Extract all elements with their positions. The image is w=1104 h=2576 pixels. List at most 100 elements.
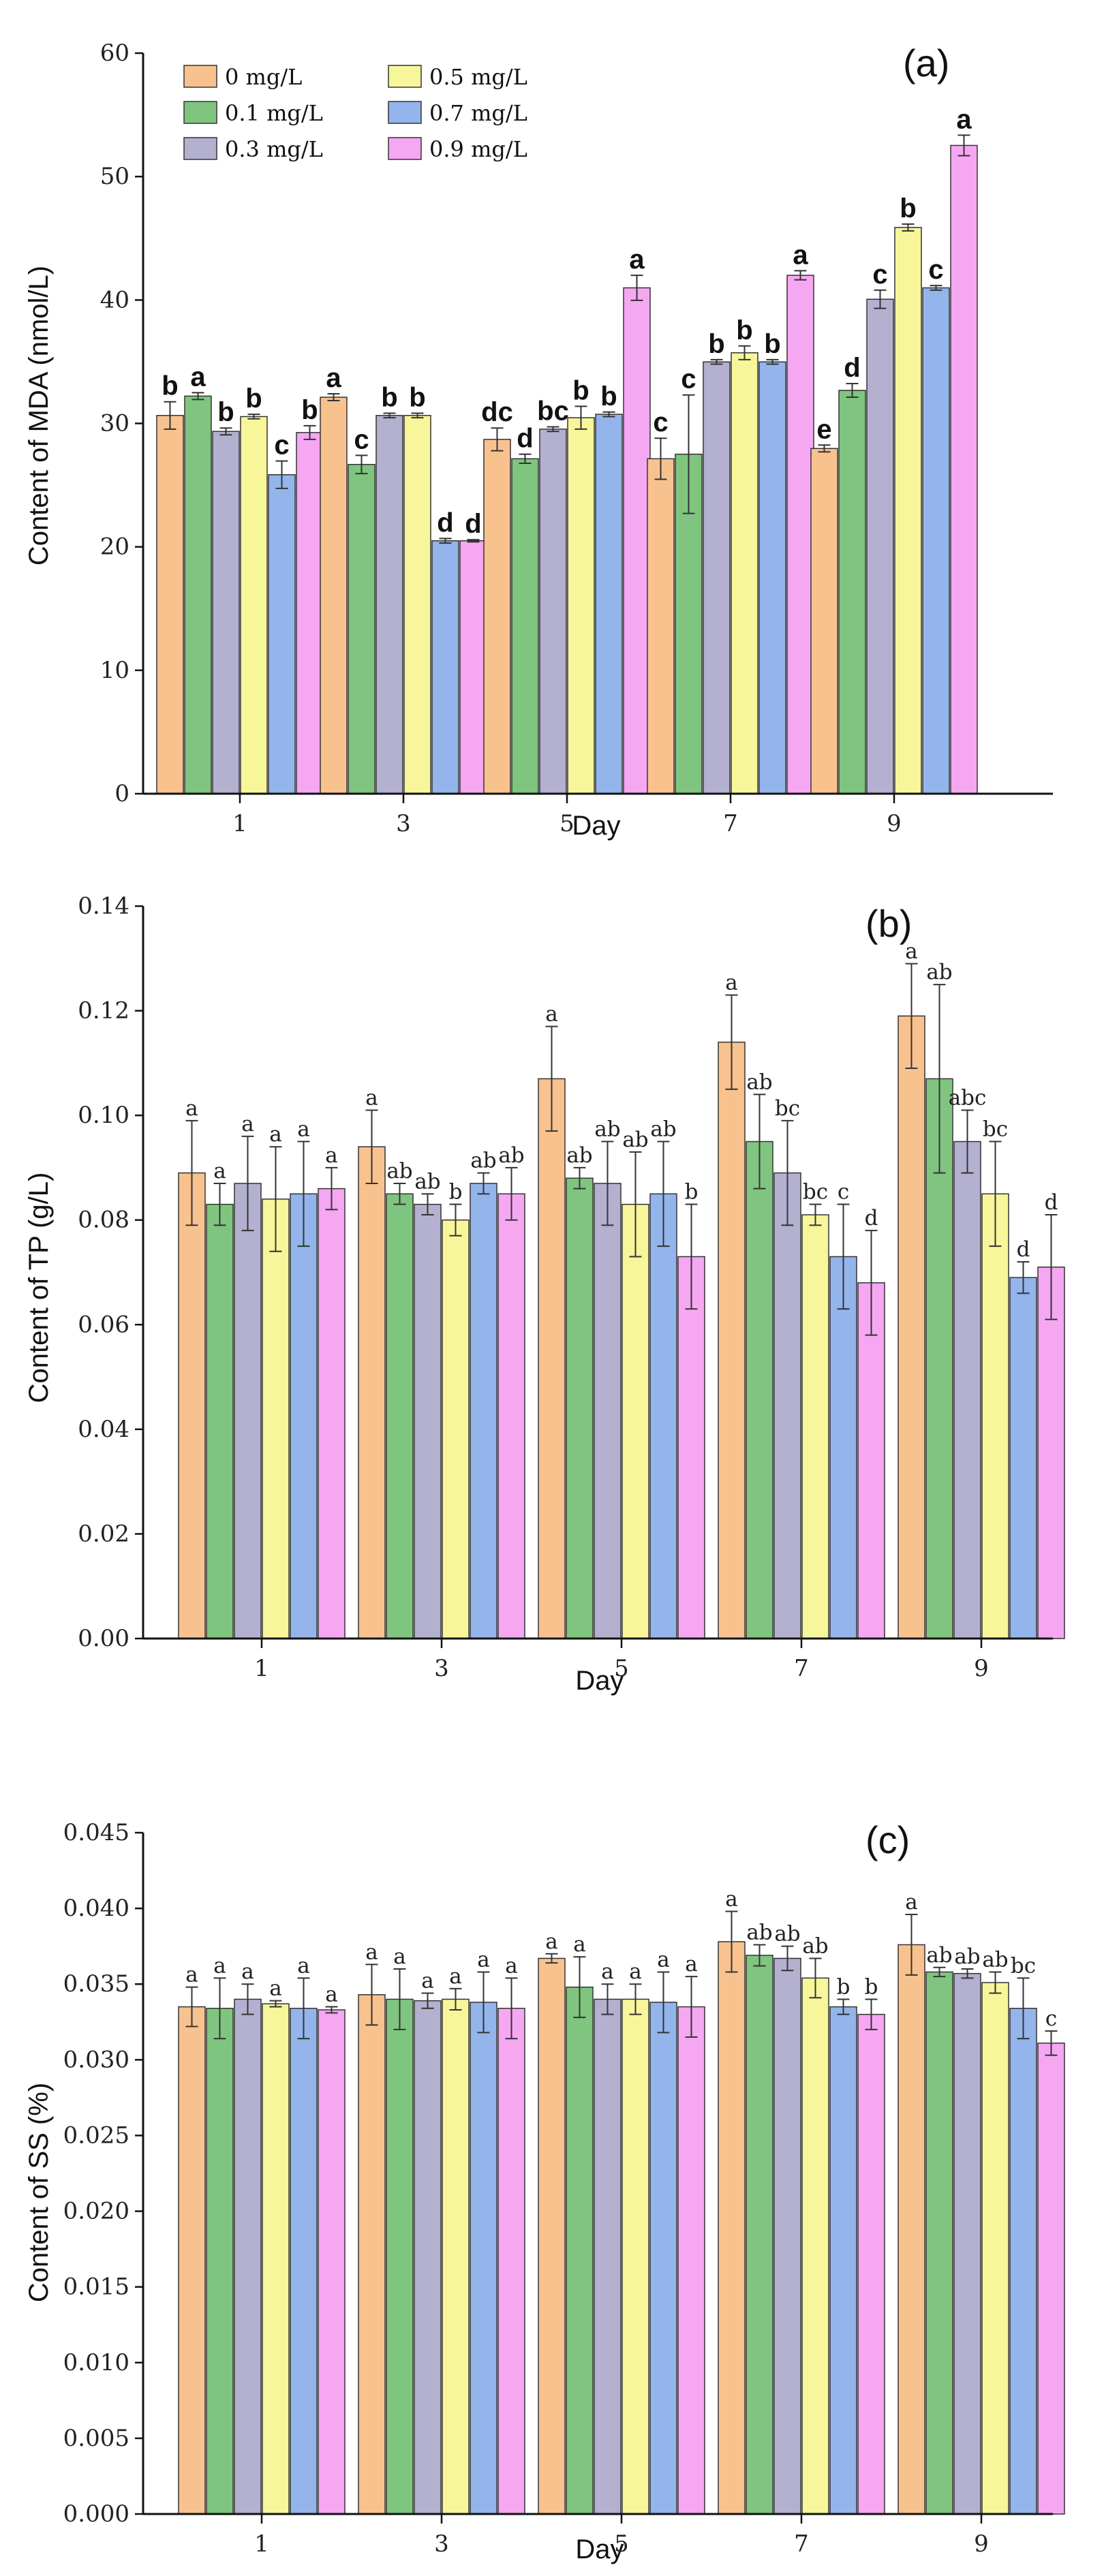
y-tick-label: 0.04	[78, 1416, 129, 1443]
bar-b-day5-s3	[622, 1203, 649, 1639]
y-tick-label: 0.005	[63, 2425, 129, 2452]
significance-letter: bc	[537, 397, 569, 426]
bar-c-day5-s1	[566, 1986, 594, 2515]
significance-letter: bc	[803, 1180, 828, 1205]
x-tick-label: 7	[794, 1655, 809, 1682]
panel-label-c: (c)	[865, 1818, 910, 1861]
y-axis-title-c: Content of SS (%)	[24, 2083, 54, 2302]
significance-letter: ab	[650, 1117, 676, 1142]
y-tick-label: 0.035	[63, 1970, 129, 1998]
bar-b-day7-s3	[801, 1214, 829, 1639]
bar-c-day3-s2	[414, 2000, 442, 2515]
significance-letter: b	[900, 193, 916, 223]
bar-b-day7-s0	[718, 1041, 746, 1639]
legend-swatch-3	[388, 65, 422, 88]
x-tick-label: 9	[974, 1655, 989, 1682]
significance-letter: a	[793, 240, 808, 270]
legend-label-4: 0.7 mg/L	[429, 100, 527, 126]
bar-c-day7-s0	[718, 1941, 746, 2515]
significance-letter: a	[545, 1002, 557, 1027]
bar-a-day3-s2	[375, 415, 403, 794]
bar-c-day7-s5	[857, 2013, 885, 2515]
significance-letter: b	[837, 1974, 850, 1999]
bar-c-day7-s3	[801, 1977, 829, 2515]
y-tick-label: 0.000	[63, 2500, 129, 2528]
bar-b-day5-s5	[677, 1256, 705, 1639]
bar-c-day5-s3	[622, 1998, 649, 2515]
significance-letter: b	[572, 375, 589, 405]
x-tick-label: 9	[887, 810, 902, 837]
legend-label-0: 0 mg/L	[225, 64, 302, 90]
bar-c-day3-s5	[497, 2008, 525, 2515]
y-tick-label: 0.06	[78, 1311, 129, 1338]
significance-letter: ab	[926, 960, 952, 984]
bar-c-day9-s3	[981, 1982, 1009, 2515]
significance-letter: d	[465, 509, 481, 539]
significance-letter: b	[736, 315, 752, 345]
legend-swatch-5	[388, 137, 422, 160]
chart-panel-c: (c) Content of SS (%) Day 0.000 0.005 0.01…	[24, 1818, 1065, 2564]
bar-a-day3-s1	[348, 463, 375, 794]
significance-letter: c	[653, 407, 668, 437]
significance-letter: d	[844, 353, 860, 383]
bar-a-day3-s3	[403, 415, 431, 794]
significance-letter: a	[477, 1947, 489, 1972]
significance-letter: ab	[802, 1934, 828, 1958]
y-tick-label: 0.08	[78, 1207, 129, 1234]
significance-letter: b	[685, 1180, 699, 1205]
bar-a-day5-s3	[567, 417, 595, 794]
significance-letter: ab	[982, 1947, 1008, 1972]
bar-b-day3-s1	[386, 1193, 414, 1639]
bar-c-day3-s0	[358, 1994, 386, 2515]
panel-label-a: (a)	[903, 42, 949, 84]
bar-c-day5-s4	[649, 2002, 677, 2515]
x-axis-title-a: Day	[572, 811, 620, 841]
significance-letter: ab	[622, 1128, 648, 1152]
significance-letter: dc	[481, 397, 513, 427]
significance-letter: a	[905, 1890, 917, 1914]
significance-letter: ab	[774, 1922, 800, 1946]
bar-b-day1-s4	[290, 1193, 318, 1639]
y-tick-label: 60	[100, 40, 129, 67]
bar-a-day5-s1	[511, 458, 539, 794]
significance-letter: a	[326, 363, 341, 393]
significance-letter: ab	[926, 1943, 952, 1968]
y-axis-title-a: Content of MDA (nmol/L)	[24, 266, 54, 565]
bar-c-day1-s0	[178, 2006, 206, 2515]
bar-a-day7-s3	[731, 352, 758, 794]
significance-letter: a	[545, 1929, 557, 1954]
significance-letter: c	[681, 364, 696, 394]
bar-b-day3-s2	[414, 1203, 442, 1639]
bar-a-day9-s3	[894, 227, 922, 794]
bar-c-day9-s4	[1009, 2008, 1037, 2515]
significance-letter: bc	[775, 1096, 800, 1121]
bar-c-day9-s1	[925, 1971, 953, 2515]
bar-b-day5-s1	[566, 1177, 594, 1639]
significance-letter: a	[297, 1117, 309, 1142]
bar-a-day1-s3	[240, 416, 268, 794]
significance-letter: a	[269, 1122, 281, 1147]
y-tick-label: 0.14	[78, 893, 129, 920]
x-tick-label: 3	[434, 2530, 449, 2558]
significance-letter: ab	[498, 1143, 524, 1168]
bar-a-day7-s5	[786, 275, 814, 794]
y-tick-label: 0.00	[78, 1625, 129, 1652]
x-tick-label: 1	[232, 810, 247, 837]
bar-b-day1-s5	[318, 1188, 346, 1639]
y-tick-label: 0.10	[78, 1102, 129, 1129]
significance-letter: ab	[414, 1169, 440, 1194]
panel-label-b: (b)	[865, 902, 912, 945]
bar-b-day7-s5	[857, 1282, 885, 1639]
bar-c-day9-s5	[1037, 2043, 1065, 2515]
x-tick-label: 9	[974, 2530, 989, 2558]
significance-letter: bc	[1011, 1953, 1036, 1978]
x-tick-label: 7	[723, 810, 738, 837]
y-tick-label: 40	[100, 286, 129, 313]
significance-letter: ab	[386, 1159, 412, 1183]
bar-c-day1-s5	[318, 2009, 346, 2515]
x-axis-title-c: Day	[575, 2534, 624, 2564]
bar-c-day7-s4	[829, 2006, 857, 2515]
significance-letter: ab	[470, 1149, 496, 1173]
bar-c-day1-s4	[290, 2008, 318, 2515]
y-tick-label: 10	[100, 657, 129, 684]
